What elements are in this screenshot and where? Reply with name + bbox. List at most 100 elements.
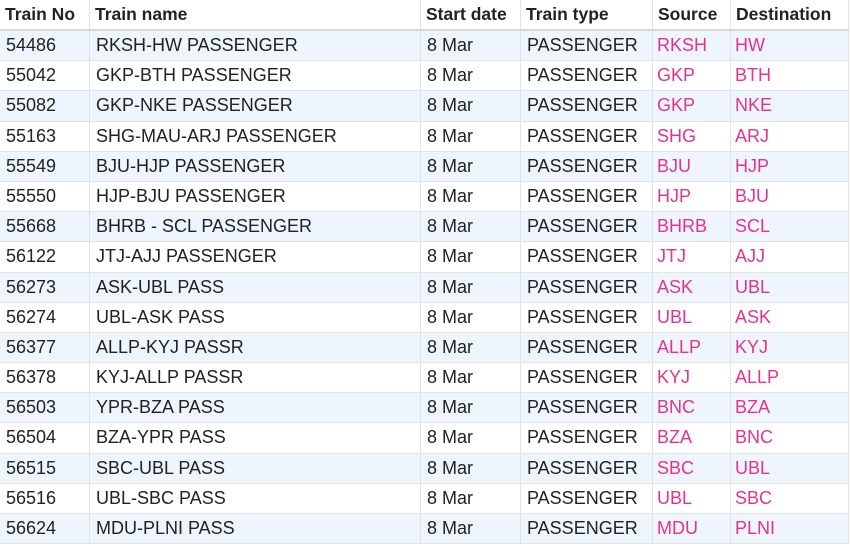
source-cell: KYJ <box>653 363 731 393</box>
train-no-cell: 56624 <box>0 514 90 544</box>
start-date-cell: 8 Mar <box>421 514 521 544</box>
source-cell: Source <box>653 0 731 29</box>
source-cell: SBC <box>653 453 731 483</box>
source-cell: MDU <box>653 514 731 544</box>
start-date-cell: 8 Mar <box>421 212 521 242</box>
source-cell: BZA <box>653 423 731 453</box>
train-no-cell: 56377 <box>0 332 90 363</box>
train-name-cell: BJU-HJP PASSENGER <box>90 151 421 181</box>
source-cell: SHG <box>653 121 731 151</box>
train-name-cell: ALLP-KYJ PASSR <box>90 332 421 363</box>
source-cell: HJP <box>653 181 731 212</box>
train-type-cell: PASSENGER <box>521 483 653 513</box>
source-cell: UBL <box>653 483 731 513</box>
destination-cell: BTH <box>731 61 849 91</box>
start-date-cell: 8 Mar <box>421 272 521 302</box>
train-no-cell: 55668 <box>0 212 90 242</box>
table-row: 56516 UBL-SBC PASS 8 Mar PASSENGER UBL SBC <box>0 483 849 514</box>
start-date-cell: 8 Mar <box>421 121 521 151</box>
source-cell: GKP <box>653 61 731 91</box>
train-type-cell: PASSENGER <box>521 61 653 91</box>
destination-cell: PLNI <box>731 514 849 544</box>
train-no-cell: 55549 <box>0 151 90 181</box>
table-row: 54486 RKSH-HW PASSENGER 8 Mar PASSENGER RKSH… <box>0 31 849 62</box>
destination-cell: BJU <box>731 181 849 212</box>
table-row: 56378 KYJ-ALLP PASSR 8 Mar PASSENGER KYJ ALLP <box>0 363 849 394</box>
train-name-cell: BZA-YPR PASS <box>90 423 421 453</box>
table-row: 56273 ASK-UBL PASS 8 Mar PASSENGER ASK UBL <box>0 272 849 303</box>
train-no-cell: Train No <box>0 0 90 29</box>
train-name-cell: HJP-BJU PASSENGER <box>90 181 421 212</box>
start-date-cell: 8 Mar <box>421 61 521 91</box>
start-date-cell: Start date <box>421 0 521 29</box>
table-row: 56504 BZA-YPR PASS 8 Mar PASSENGER BZA BNC <box>0 423 849 454</box>
train-no-cell: 56122 <box>0 242 90 272</box>
train-type-cell: PASSENGER <box>521 91 653 121</box>
table-row: 55042 GKP-BTH PASSENGER 8 Mar PASSENGER GKP B… <box>0 61 849 92</box>
train-name-cell: UBL-ASK PASS <box>90 302 421 332</box>
train-type-cell: PASSENGER <box>521 181 653 212</box>
table-row: 56122 JTJ-AJJ PASSENGER 8 Mar PASSENGER JTJ A… <box>0 242 849 273</box>
start-date-cell: 8 Mar <box>421 181 521 212</box>
start-date-cell: 8 Mar <box>421 31 521 61</box>
destination-cell: NKE <box>731 91 849 121</box>
train-type-cell: PASSENGER <box>521 242 653 272</box>
train-name-cell: MDU-PLNI PASS <box>90 514 421 544</box>
destination-cell: HJP <box>731 151 849 181</box>
source-cell: BNC <box>653 393 731 423</box>
train-type-cell: PASSENGER <box>521 121 653 151</box>
start-date-cell: 8 Mar <box>421 363 521 393</box>
destination-cell: Destination <box>731 0 849 29</box>
destination-cell: ASK <box>731 302 849 332</box>
train-no-cell: 55042 <box>0 61 90 91</box>
table-row: 55163 SHG-MAU-ARJ PASSENGER 8 Mar PASSENGER… <box>0 121 849 152</box>
source-cell: GKP <box>653 91 731 121</box>
destination-cell: BZA <box>731 393 849 423</box>
table-row: 55082 GKP-NKE PASSENGER 8 Mar PASSENGER GKP N… <box>0 91 849 122</box>
train-no-cell: 56516 <box>0 483 90 513</box>
source-cell: BHRB <box>653 212 731 242</box>
source-cell: ASK <box>653 272 731 302</box>
destination-cell: KYJ <box>731 332 849 363</box>
destination-cell: HW <box>731 31 849 61</box>
start-date-cell: 8 Mar <box>421 423 521 453</box>
source-cell: RKSH <box>653 31 731 61</box>
destination-cell: ARJ <box>731 121 849 151</box>
train-type-cell: PASSENGER <box>521 302 653 332</box>
train-name-cell: GKP-NKE PASSENGER <box>90 91 421 121</box>
table-row: 56377 ALLP-KYJ PASSR 8 Mar PASSENGER ALLP KYJ <box>0 332 849 364</box>
train-name-cell: SBC-UBL PASS <box>90 453 421 483</box>
train-type-cell: PASSENGER <box>521 151 653 181</box>
train-no-cell: 55082 <box>0 91 90 121</box>
table-row: 56515 SBC-UBL PASS 8 Mar PASSENGER SBC UBL <box>0 453 849 484</box>
train-name-cell: BHRB - SCL PASSENGER <box>90 212 421 242</box>
destination-cell: ALLP <box>731 363 849 393</box>
destination-cell: UBL <box>731 453 849 483</box>
train-no-cell: 56274 <box>0 302 90 332</box>
train-type-cell: PASSENGER <box>521 212 653 242</box>
source-cell: JTJ <box>653 242 731 272</box>
train-type-cell: PASSENGER <box>521 363 653 393</box>
destination-cell: SCL <box>731 212 849 242</box>
train-name-cell: SHG-MAU-ARJ PASSENGER <box>90 121 421 151</box>
start-date-cell: 8 Mar <box>421 151 521 181</box>
start-date-cell: 8 Mar <box>421 91 521 121</box>
train-type-cell: PASSENGER <box>521 453 653 483</box>
start-date-cell: 8 Mar <box>421 453 521 483</box>
start-date-cell: 8 Mar <box>421 483 521 513</box>
train-name-cell: Train name <box>90 0 421 29</box>
train-no-cell: 55550 <box>0 181 90 212</box>
destination-cell: SBC <box>731 483 849 513</box>
train-no-cell: 56515 <box>0 453 90 483</box>
train-type-cell: PASSENGER <box>521 332 653 363</box>
train-type-cell: Train type <box>521 0 653 29</box>
source-cell: ALLP <box>653 332 731 363</box>
train-no-cell: 56378 <box>0 363 90 393</box>
train-name-cell: UBL-SBC PASS <box>90 483 421 513</box>
table-row: 55549 BJU-HJP PASSENGER 8 Mar PASSENGER BJU H… <box>0 151 849 182</box>
start-date-cell: 8 Mar <box>421 242 521 272</box>
start-date-cell: 8 Mar <box>421 393 521 423</box>
destination-cell: BNC <box>731 423 849 453</box>
train-name-cell: JTJ-AJJ PASSENGER <box>90 242 421 272</box>
